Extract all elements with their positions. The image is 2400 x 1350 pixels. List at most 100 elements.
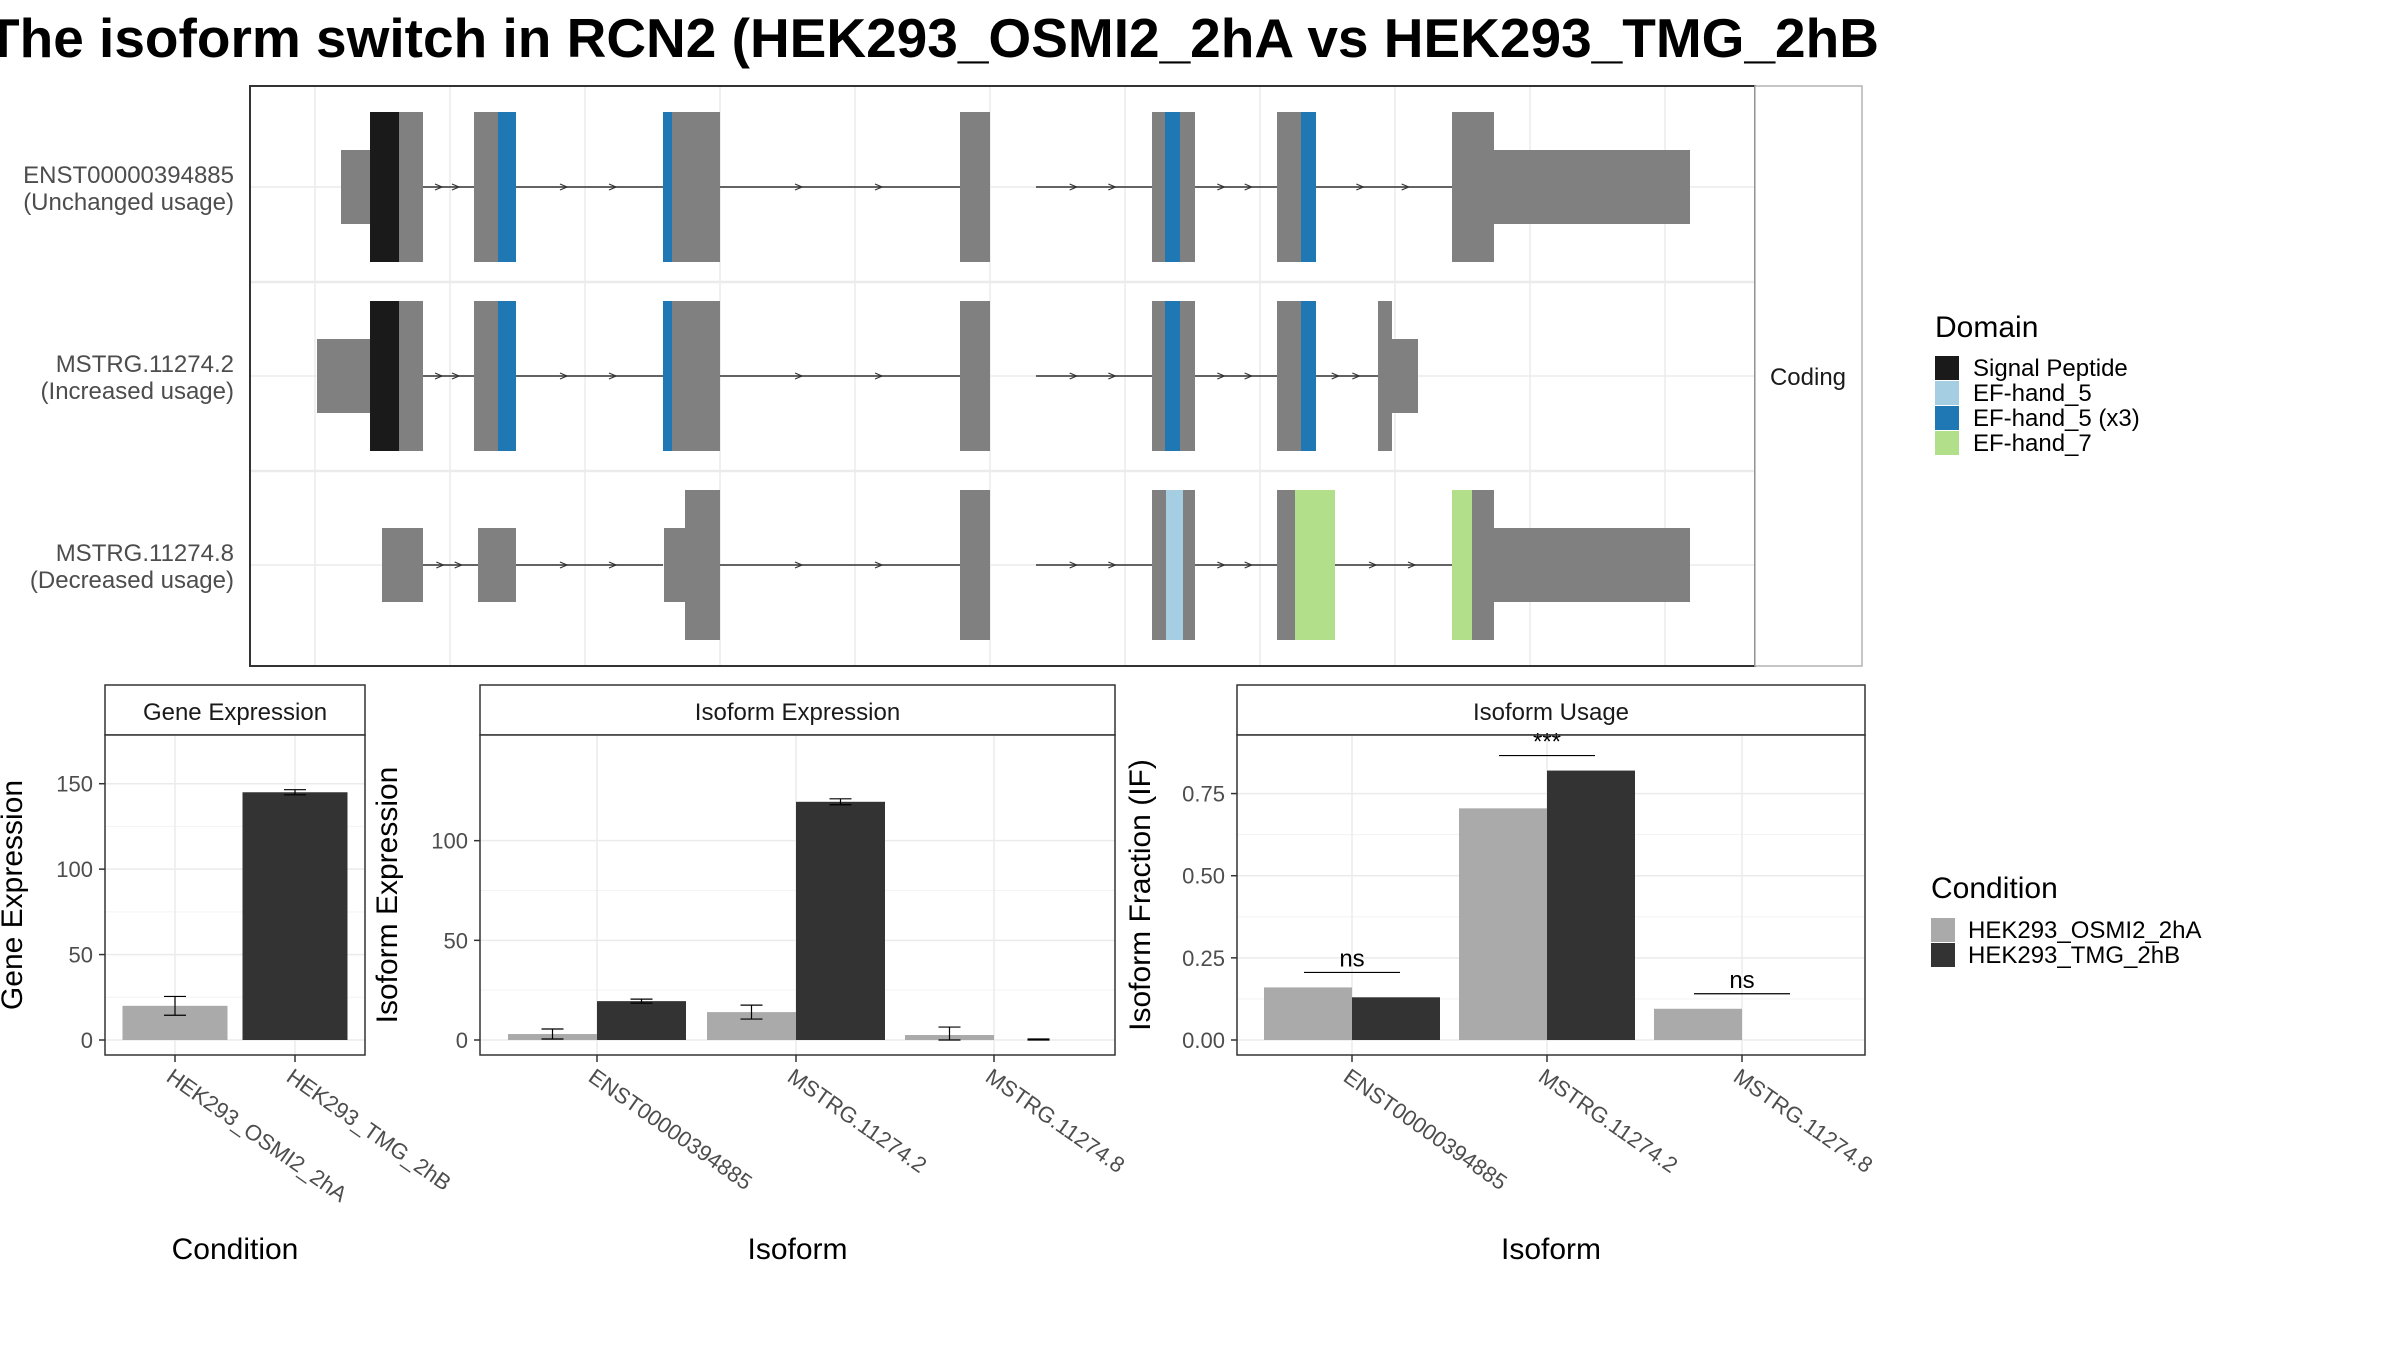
data-bar [1459,808,1547,1040]
data-bar [1547,770,1635,1040]
intron-arrow [1244,372,1254,380]
panel-border [479,734,1116,1056]
transcript-usage-label: (Increased usage) [41,378,234,405]
y-tick-label: 100 [431,829,468,854]
intron-arrow [794,183,804,191]
utr-block [382,528,423,602]
legend-swatch [1935,381,1959,405]
transcript-id-label: MSTRG.11274.8 [56,540,234,567]
y-axis-title: Isoform Expression [371,767,404,1024]
data-bar [796,801,885,1040]
intron-arrow [1069,183,1079,191]
intron-arrow [1217,183,1226,191]
coding-strip [1754,85,1863,667]
x-tick-label: MSTRG.11274.2 [1534,1064,1682,1178]
utr-block [341,150,370,224]
utr-block [1494,528,1690,602]
protein-domain-block [1301,301,1316,451]
figure-title: The isoform switch in RCN2 (HEK293_OSMI2… [0,7,1879,69]
intron-arrow [874,183,884,191]
condition-legend: Condition HEK293_OSMI2_2hA HEK293_TMG_2h… [1931,872,2201,969]
cds-exon [960,490,990,640]
x-tick-label: ENST00000394885 [584,1064,757,1195]
cds-exon [663,301,720,451]
panel-border [1236,734,1866,1056]
legend-item-label: HEK293_TMG_2hB [1968,942,2180,969]
intron-arrow [1217,561,1226,569]
intron-arrow [608,183,618,191]
legend-swatch [1931,943,1955,967]
data-bar [242,792,348,1040]
cds-exon [685,490,720,640]
x-axis-title: Isoform [1501,1233,1601,1266]
legend-swatch [1931,918,1955,942]
y-tick-label: 50 [69,943,93,968]
panel-strip [479,684,1116,736]
intron-arrow [1244,183,1254,191]
y-tick-label: 100 [56,857,93,882]
utr-block [664,528,685,602]
condition-legend-title: Condition [1931,872,2058,905]
x-axis-title: Condition [172,1233,299,1266]
panel-strip-title: Isoform Usage [1473,699,1629,726]
legend-item-label: EF-hand_5 (x3) [1973,405,2140,432]
intron-arrow [1108,372,1117,380]
transcript-usage-label: (Decreased usage) [30,567,234,594]
intron-arrow [1401,183,1411,191]
cds-exon [1378,301,1392,451]
significance-label: ns [1339,945,1364,972]
intron-arrow [454,561,464,569]
intron-arrow [794,372,804,380]
intron-arrow [1108,183,1117,191]
domain-legend: Domain Signal Peptide EF-hand_5 EF-hand_… [1935,311,2140,457]
legend-item-label: HEK293_OSMI2_2hA [1968,917,2201,944]
intron-arrow [1069,561,1079,569]
transcript-id-label: MSTRG.11274.2 [56,351,234,378]
protein-domain-block [370,301,399,451]
legend-swatch [1935,406,1959,430]
intron-arrow [451,183,461,191]
x-tick-label: ENST00000394885 [1339,1064,1512,1195]
intron-arrow [1069,372,1079,380]
data-bar [1264,987,1352,1040]
protein-domain-block [1301,112,1316,262]
panel-strip-title: Gene Expression [143,699,327,726]
panel-strip-title: Isoform Expression [695,699,900,726]
intron-arrow [559,183,569,191]
y-tick-label: 0 [81,1028,93,1053]
intron-arrow [451,372,461,380]
y-axis-title: Isoform Fraction (IF) [1124,759,1157,1031]
bar-chart-panels: Gene Expression050100150HEK293_OSMI2_2hA… [0,684,1877,1266]
y-tick-label: 0.50 [1182,864,1225,889]
intron-arrow [1108,561,1117,569]
intron-arrow [794,561,804,569]
intron-arrow [434,372,444,380]
utr-block [478,528,516,602]
intron-arrow [559,561,569,569]
intron-arrow [608,561,618,569]
cds-exon [663,112,720,262]
transcript-structure-panel: Coding ENST00000394885 (Unchanged usage)… [23,85,1863,667]
intron-arrow [1331,372,1341,380]
y-axis-title: Gene Expression [0,780,29,1010]
protein-domain-block [1166,490,1183,640]
y-tick-label: 0 [456,1028,468,1053]
cds-exon [960,112,990,262]
legend-swatch [1935,431,1959,455]
transcript-id-label: ENST00000394885 [23,162,234,189]
intron-arrow [1217,372,1226,380]
coding-strip-label: Coding [1770,364,1846,391]
protein-domain-block [663,301,672,451]
x-axis-title: Isoform [747,1233,847,1266]
significance-label: ns [1729,967,1754,994]
panel-strip [104,684,366,736]
intron-arrow [1356,183,1365,191]
protein-domain-block [1165,112,1180,262]
domain-legend-title: Domain [1935,311,2038,344]
y-tick-label: 0.00 [1182,1028,1225,1053]
x-tick-label: MSTRG.11274.2 [783,1064,931,1178]
legend-swatch [1935,356,1959,380]
protein-domain-block [1452,490,1472,640]
intron-arrow [436,561,445,569]
